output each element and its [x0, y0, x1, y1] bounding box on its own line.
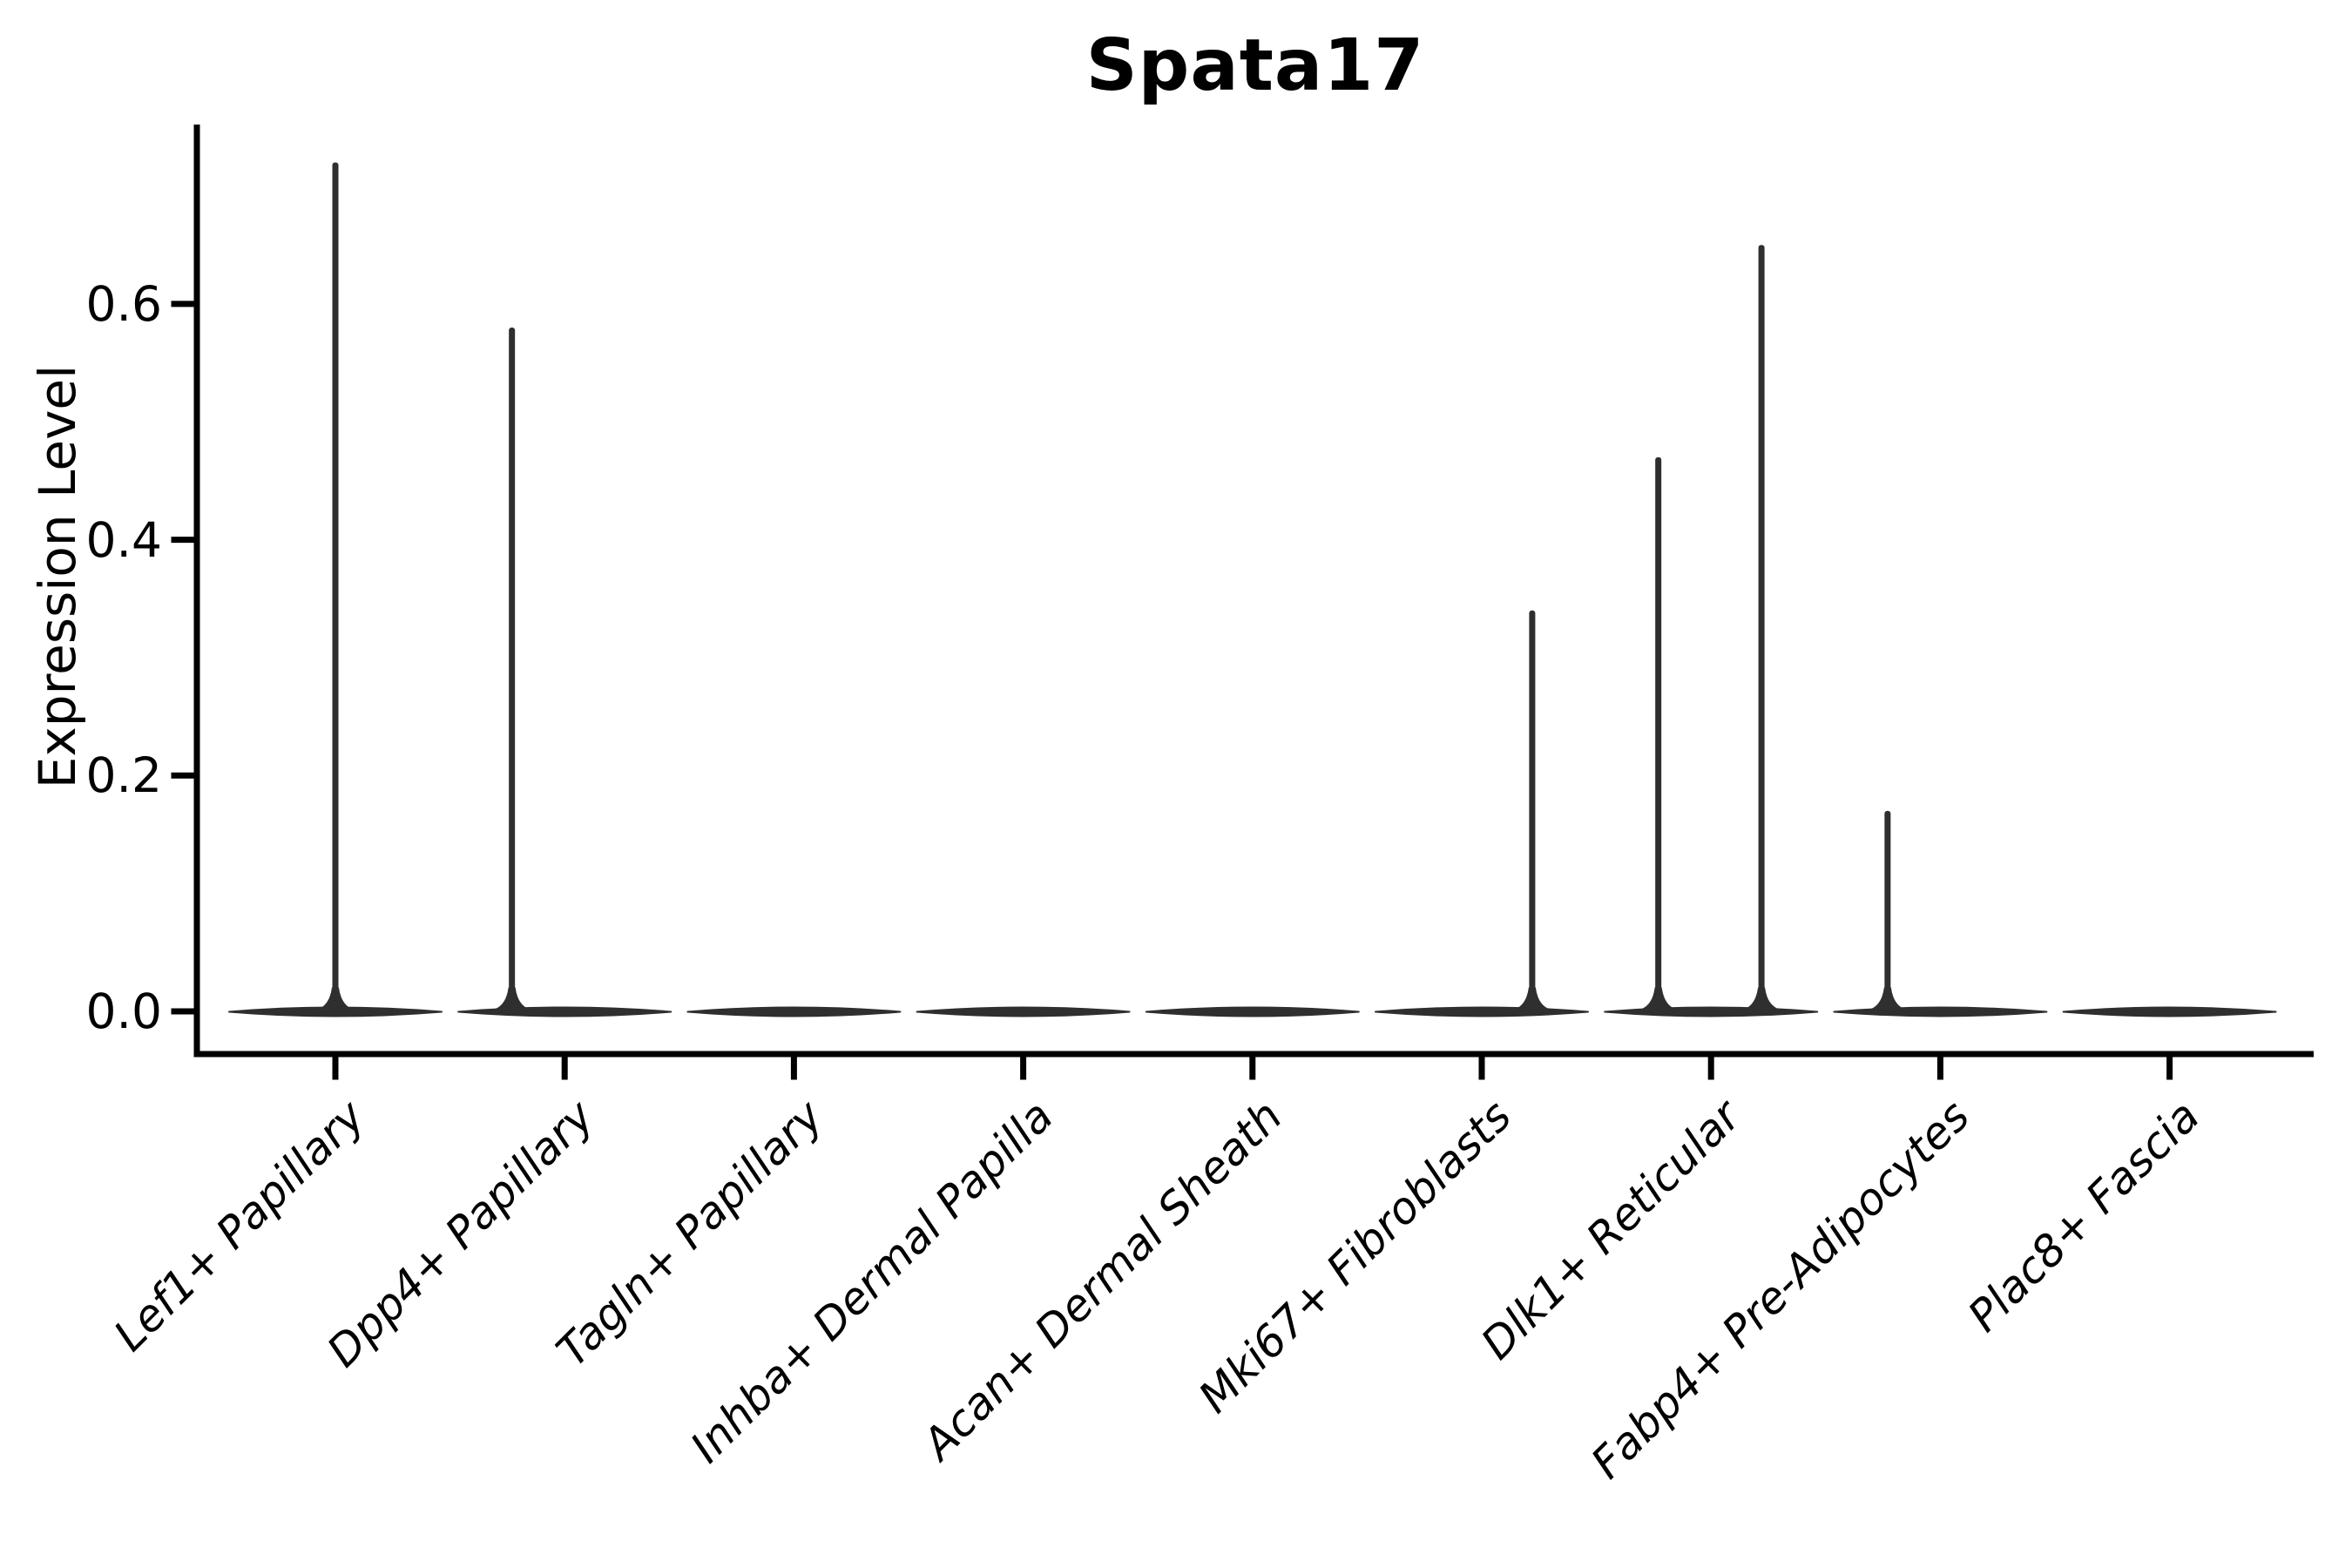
- chart-title: Spata17: [1085, 24, 1425, 107]
- violin-spike-flare: [1864, 987, 1910, 1013]
- y-tick-label: 0.0: [85, 983, 162, 1039]
- y-tick-label: 0.2: [85, 747, 162, 804]
- violin-spike-flare: [489, 987, 535, 1013]
- violin-spike-flare: [1635, 987, 1681, 1013]
- violin-spike: [1529, 610, 1536, 1012]
- violin-spike-flare: [1509, 987, 1555, 1013]
- violin-spike-flare: [313, 987, 358, 1013]
- violin-body: [1145, 1006, 1360, 1017]
- violin-spike: [332, 162, 339, 1012]
- violin-spike: [1884, 810, 1891, 1012]
- y-axis-title: Expression Level: [28, 364, 87, 789]
- violin-body: [1604, 1006, 1819, 1017]
- violin-spike: [1758, 245, 1765, 1012]
- y-tick-label: 0.4: [85, 511, 162, 568]
- violin-body: [457, 1006, 672, 1017]
- y-tick-label: 0.6: [85, 275, 162, 332]
- violin-spike: [1655, 456, 1662, 1012]
- violin-body: [686, 1006, 902, 1017]
- violin-spike: [509, 327, 516, 1012]
- violin-body: [1833, 1006, 2048, 1017]
- violin-body: [1375, 1006, 1589, 1017]
- violin-body: [916, 1006, 1131, 1017]
- violin-body: [228, 1006, 443, 1017]
- violin-spike-flare: [1739, 987, 1785, 1013]
- violin-body: [2062, 1006, 2277, 1017]
